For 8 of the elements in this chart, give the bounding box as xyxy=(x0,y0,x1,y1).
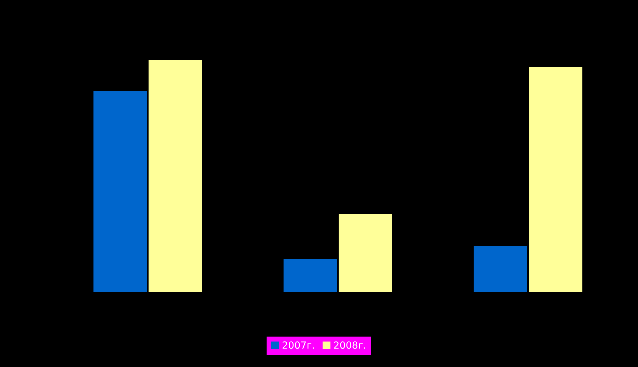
bar xyxy=(474,246,528,294)
bar xyxy=(284,258,338,294)
bar xyxy=(529,66,583,294)
legend-label: 2007г. xyxy=(282,342,314,350)
bar xyxy=(94,90,148,294)
legend-label: 2008г. xyxy=(334,342,366,350)
bar xyxy=(338,214,392,294)
bar xyxy=(148,60,202,294)
